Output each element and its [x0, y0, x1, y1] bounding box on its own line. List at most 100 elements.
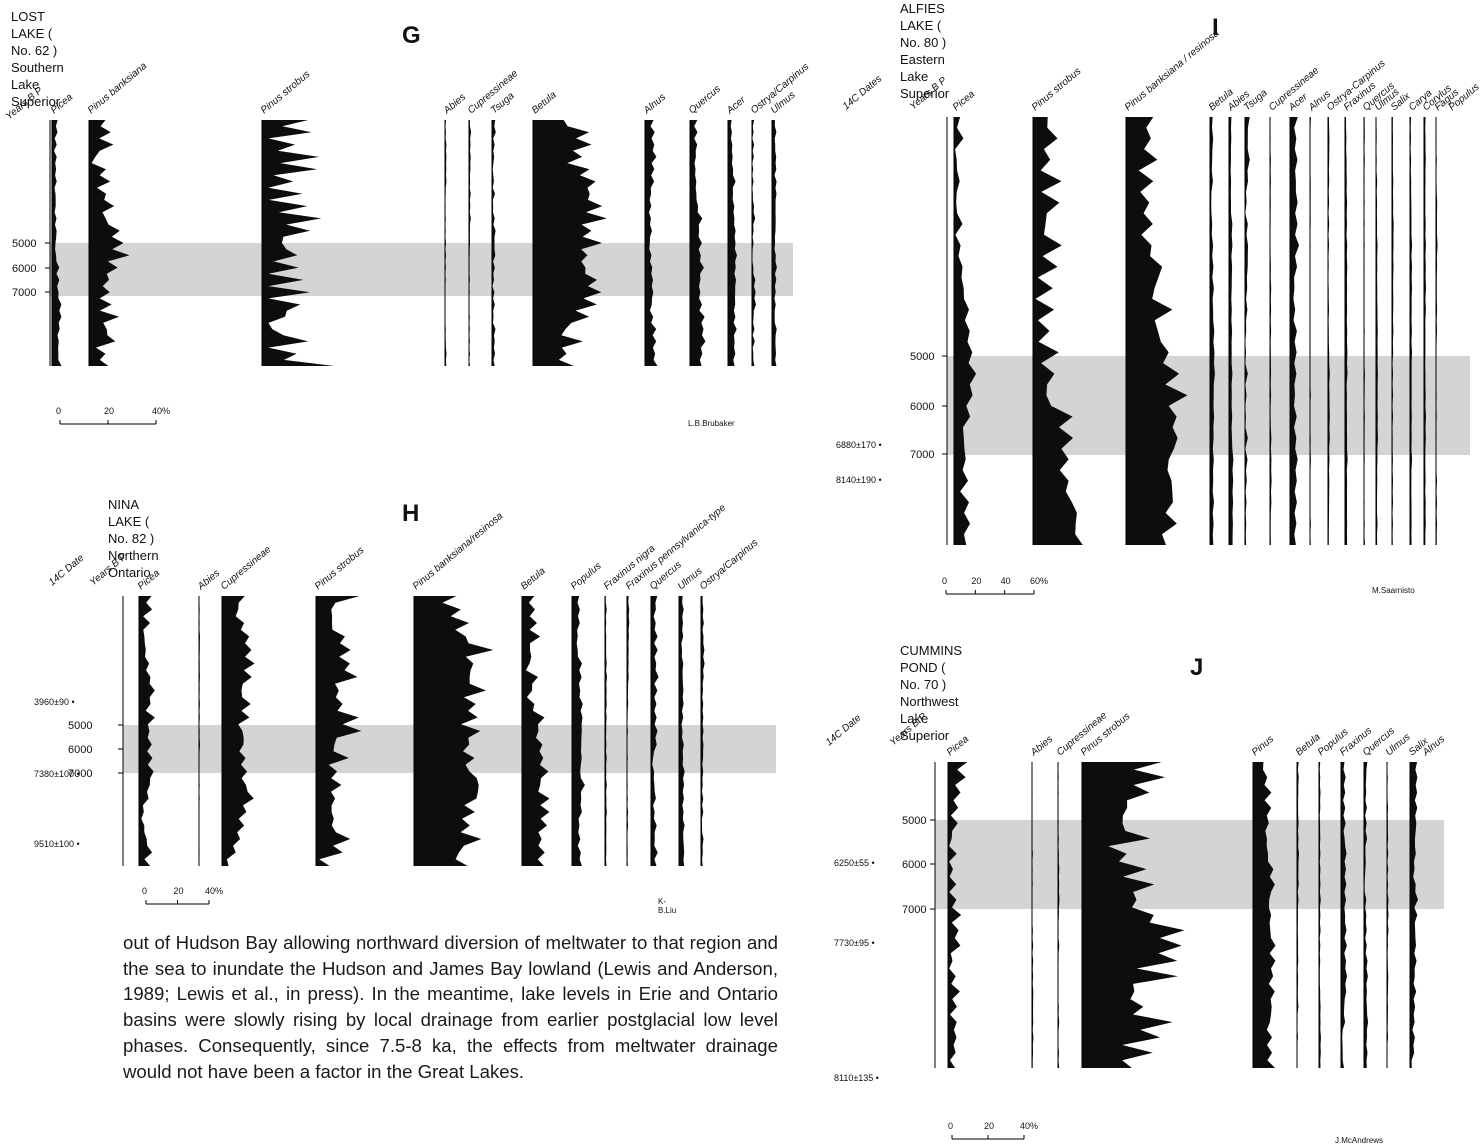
pollen-curve	[492, 120, 496, 366]
radiocarbon-date: 7730±95 •	[834, 938, 875, 948]
site-region: Northwest Lake Superior	[900, 694, 959, 743]
axis-header: Years B P	[908, 75, 949, 112]
diagram-i: Picea Pinus strobus Pinus banksiana / resi…	[836, 28, 1480, 595]
pollen-curve	[1364, 762, 1369, 1068]
site-name: CUMMINS POND ( No. 70 )	[900, 643, 963, 692]
axis-header: Years B P	[888, 711, 929, 748]
age-label: 5000	[902, 815, 926, 827]
site-region: Eastern Lake Superior	[900, 52, 950, 101]
taxon-label: Pinus banksiana/resinosa	[411, 510, 506, 592]
radiocarbon-date: 8140±190 •	[836, 475, 882, 485]
pollen-curve	[651, 596, 659, 866]
pollen-curve	[414, 596, 494, 866]
pollen-curve	[954, 117, 977, 545]
pollen-curve	[1341, 762, 1347, 1068]
taxon-label: Pinus banksiana	[86, 60, 150, 116]
site-heading: ALFIES LAKE ( No. 80 ) Eastern Lake Supe…	[900, 0, 949, 102]
age-label: 7000	[902, 904, 926, 916]
scale-label: 0	[56, 406, 61, 416]
age-label: 6000	[902, 859, 926, 871]
pollen-curve	[522, 596, 550, 866]
pollen-curve	[772, 120, 777, 366]
age-label: 7000	[68, 768, 92, 780]
axis-header: Years B P	[4, 85, 45, 122]
age-label: 5000	[12, 238, 36, 250]
body-paragraph: out of Hudson Bay allowing northward div…	[123, 932, 778, 1082]
taxon-label: Quercus	[687, 84, 723, 117]
pollen-curve	[139, 596, 155, 866]
credit: K-B.Liu	[658, 897, 677, 915]
site-name: NINA LAKE ( No. 82 )	[108, 497, 155, 546]
panel-letter: J	[1190, 654, 1204, 681]
taxon-label: Picea	[951, 89, 978, 114]
radiocarbon-date: 6250±55 •	[834, 858, 875, 868]
pollen-curve	[262, 120, 335, 366]
scale-label: 20	[174, 886, 184, 896]
pollen-curve	[1210, 117, 1215, 545]
taxon-label: Pinus strobus	[259, 69, 312, 116]
taxon-label: Picea	[49, 92, 76, 117]
site-name: LOST LAKE ( No. 62 )	[11, 9, 58, 58]
pollen-curve	[89, 120, 130, 366]
radiocarbon-date: 6880±170 •	[836, 440, 882, 450]
age-label: 5000	[68, 720, 92, 732]
pollen-curve	[679, 596, 685, 866]
site-name: ALFIES LAKE ( No. 80 )	[900, 1, 947, 50]
age-label: 5000	[910, 351, 934, 363]
taxon-label: Cupressineae	[219, 544, 274, 592]
credit: M.Saarnisto	[1372, 586, 1415, 595]
age-label: 6000	[68, 744, 92, 756]
panel-letter: G	[402, 22, 421, 49]
credit: L.B.Brubaker	[688, 419, 735, 428]
pollen-curve	[728, 120, 737, 366]
pollen-curve	[1082, 762, 1185, 1068]
site-region: Southern Lake Superior	[11, 60, 64, 109]
scale-label: 40%	[1020, 1121, 1038, 1131]
taxon-label: Acer	[724, 94, 748, 117]
pollen-curve	[1345, 117, 1348, 545]
taxon-label: Pinus strobus	[313, 545, 366, 592]
shaded-interval	[50, 243, 793, 296]
pollen-curve	[645, 120, 658, 366]
site-heading: LOST LAKE ( No. 62 ) Southern Lake Super…	[11, 8, 64, 110]
taxon-label: Ostrya/Carpinus	[698, 537, 760, 592]
pollen-curve	[1410, 762, 1418, 1068]
taxon-label: Picea	[136, 568, 163, 593]
axis-header: 14C Dates	[841, 73, 884, 112]
panel-letter: I	[1212, 14, 1219, 41]
taxon-label: Picea	[945, 734, 972, 759]
pollen-curve	[1290, 117, 1299, 545]
age-label: 7000	[910, 449, 934, 461]
taxon-label: Pinus banksiana / resinosa	[1123, 28, 1222, 114]
pollen-curve	[469, 120, 472, 366]
panel-letter: H	[402, 500, 420, 527]
taxon-label: Pinus	[1250, 734, 1276, 759]
site-region: Northern Ontario	[108, 548, 159, 580]
axis-header: Years B P	[88, 551, 129, 588]
age-label: 7000	[12, 287, 36, 299]
pollen-curve	[52, 120, 62, 366]
shaded-interval	[935, 820, 1444, 909]
pollen-curve	[1410, 117, 1413, 545]
axis-header: 14C Date	[824, 712, 864, 748]
scale-label: 40%	[152, 406, 170, 416]
radiocarbon-date: 9510±100 •	[34, 839, 80, 849]
diagram-g: Picea Pinus banksiana Pinus strobus AbiesCu…	[4, 60, 811, 425]
scale-label: 0	[948, 1121, 953, 1131]
pollen-curve	[1229, 117, 1234, 545]
radiocarbon-date: 3960±90 •	[34, 697, 75, 707]
pollen-curve	[1126, 117, 1188, 545]
age-label: 6000	[910, 401, 934, 413]
taxon-label: Abies	[1028, 734, 1055, 759]
scale-label: 0	[942, 576, 947, 586]
scale-label: 20	[971, 576, 981, 586]
taxon-label: Pinus strobus	[1030, 66, 1083, 113]
axis-header: 14C Date	[47, 552, 87, 588]
pollen-curve	[701, 596, 705, 866]
radiocarbon-date: 7380±100 •	[34, 769, 80, 779]
age-label: 6000	[12, 263, 36, 275]
pollen-curve	[316, 596, 362, 866]
